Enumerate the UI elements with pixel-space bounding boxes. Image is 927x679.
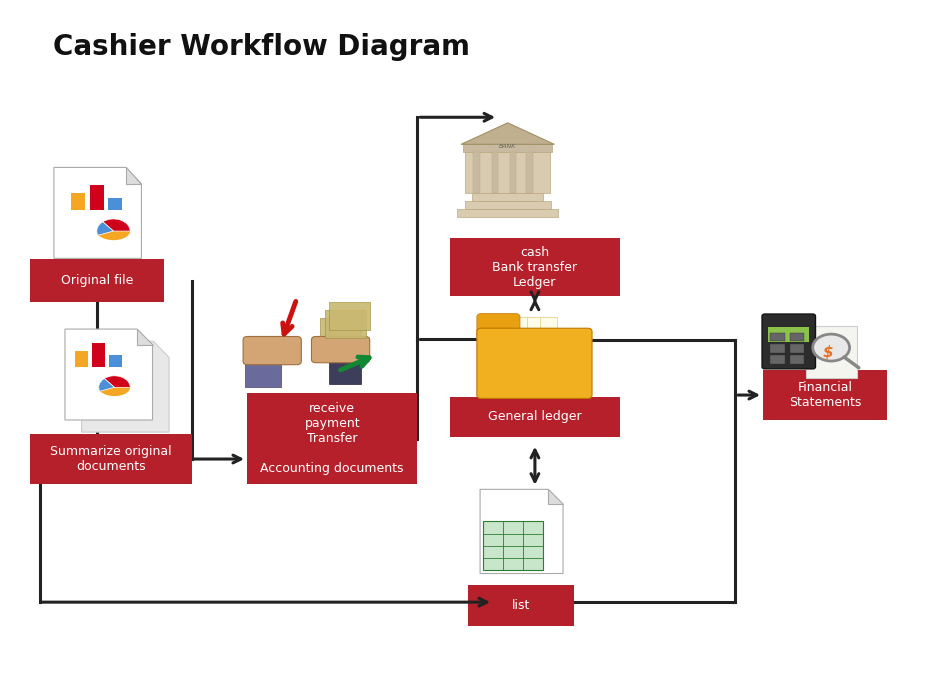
FancyBboxPatch shape [468,585,574,626]
Wedge shape [103,219,130,231]
Text: Cashier Workflow Diagram: Cashier Workflow Diagram [54,33,471,61]
Bar [790,344,805,353]
Text: cash
Bank transfer
Ledger: cash Bank transfer Ledger [492,246,578,289]
Text: Financial
Statements: Financial Statements [789,381,861,409]
FancyBboxPatch shape [31,259,164,302]
Bar [790,356,805,364]
Bar [90,185,104,210]
FancyBboxPatch shape [540,317,557,342]
Polygon shape [548,490,563,504]
Text: BANK: BANK [499,144,516,149]
Bar [329,302,371,329]
Bar [109,355,122,367]
FancyBboxPatch shape [514,317,531,342]
Bar [71,193,85,210]
Text: General ledger: General ledger [489,410,582,424]
Bar [108,198,121,210]
FancyBboxPatch shape [476,328,592,399]
Bar [768,327,809,342]
FancyBboxPatch shape [247,393,417,484]
FancyBboxPatch shape [31,434,192,484]
Bar [790,333,805,342]
Circle shape [813,334,849,361]
Bar [770,356,785,364]
Bar [526,152,533,193]
Wedge shape [98,378,114,391]
Bar [464,201,551,208]
Polygon shape [82,341,169,432]
Polygon shape [65,329,153,420]
Ellipse shape [98,379,130,396]
Bar [75,350,88,367]
Text: Summarize original
documents: Summarize original documents [50,445,171,473]
Text: Original file: Original file [61,274,133,287]
Bar [324,310,366,337]
FancyBboxPatch shape [450,238,620,296]
Bar [320,318,362,346]
Polygon shape [480,490,563,574]
Bar [329,359,362,384]
Bar [770,344,785,353]
FancyBboxPatch shape [476,314,520,338]
Bar [472,193,543,201]
Wedge shape [105,375,130,387]
Bar [491,152,498,193]
Polygon shape [137,329,153,346]
Polygon shape [126,168,142,184]
Bar [770,333,785,342]
FancyBboxPatch shape [527,317,544,342]
FancyBboxPatch shape [806,326,857,378]
FancyBboxPatch shape [450,397,620,437]
Bar [457,208,558,217]
Wedge shape [96,222,113,235]
Bar [92,343,105,367]
Text: $: $ [822,344,832,359]
Bar [474,152,480,193]
FancyBboxPatch shape [763,370,887,420]
Text: list: list [512,599,530,612]
FancyBboxPatch shape [243,337,301,365]
Ellipse shape [96,222,130,240]
Bar [510,152,516,193]
Bar [464,145,552,152]
FancyBboxPatch shape [311,337,370,363]
Bar [245,359,281,387]
Polygon shape [54,168,142,258]
Text: receive
payment
Transfer

Accounting documents: receive payment Transfer Accounting docu… [260,403,404,475]
Bar [465,152,551,193]
Bar [483,521,543,570]
FancyBboxPatch shape [762,314,816,369]
Polygon shape [461,123,554,145]
